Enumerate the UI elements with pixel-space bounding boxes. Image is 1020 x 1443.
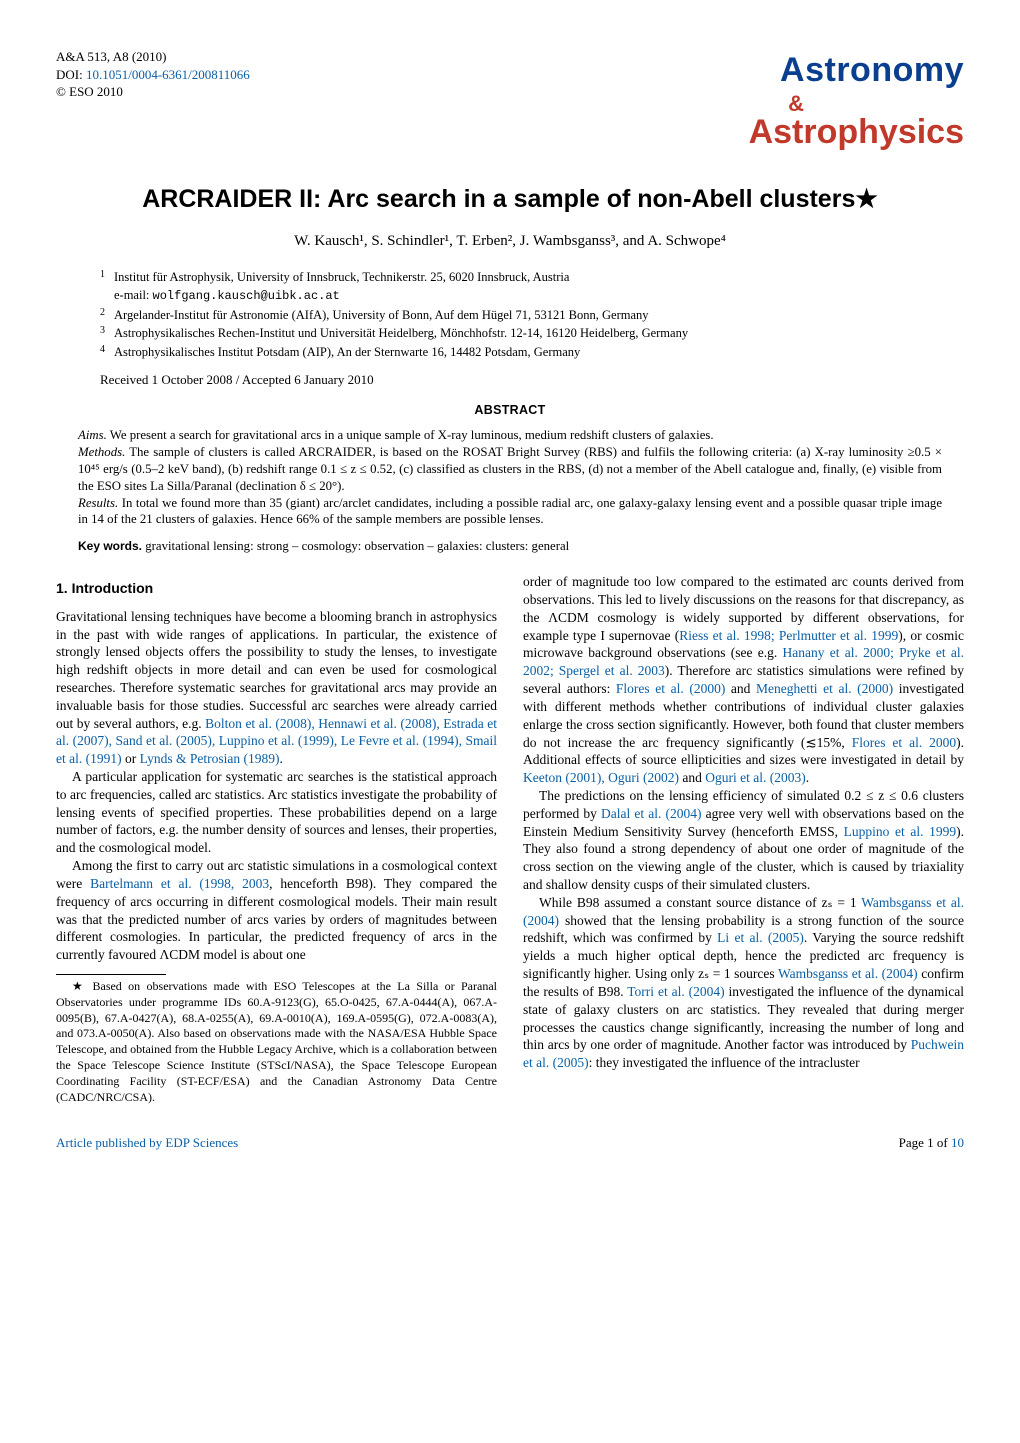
citation-link[interactable]: Riess et al. 1998; Perlmutter et al. 199… — [679, 628, 898, 643]
footer-right: Page 1 of 10 — [899, 1134, 964, 1151]
title-text: ARCRAIDER II: Arc search in a sample of … — [142, 185, 855, 213]
footnote-text: Based on observations made with ESO Tele… — [56, 979, 497, 1104]
citation-link[interactable]: Bartelmann et al. (1998, 2003 — [90, 876, 269, 891]
authors-line: W. Kausch¹, S. Schindler¹, T. Erben², J.… — [56, 232, 964, 252]
citation-link[interactable]: Lynds & Petrosian (1989) — [140, 751, 280, 766]
footer-row: Article published by EDP Sciences Page 1… — [56, 1134, 964, 1151]
header-row: A&A 513, A8 (2010) DOI: 10.1051/0004-636… — [56, 48, 964, 155]
affil-num: 1 — [100, 268, 114, 306]
author-email[interactable]: wolfgang.kausch@uibk.ac.at — [153, 289, 340, 303]
citation-link[interactable]: Keeton (2001), Oguri (2002) — [523, 770, 679, 785]
logo-astronomy: Astronomy — [749, 48, 964, 93]
affiliation-3: 3 Astrophysikalisches Rechen-Institut un… — [100, 324, 964, 343]
citation-link[interactable]: Li et al. (2005) — [717, 930, 804, 945]
intro-para-5: The predictions on the lensing efficienc… — [523, 787, 964, 894]
affil-num: 2 — [100, 306, 114, 325]
intro-para-6: While B98 assumed a constant source dist… — [523, 894, 964, 1072]
citation-link[interactable]: Dalal et al. (2004) — [601, 806, 702, 821]
footnote-rule — [56, 974, 166, 975]
abstract-block: Aims. We present a search for gravitatio… — [78, 427, 942, 528]
footnote-star-symbol: ★ — [72, 979, 86, 993]
doi-link[interactable]: 10.1051/0004-6361/200811066 — [86, 67, 250, 82]
keywords-label: Key words. — [78, 539, 142, 553]
affil-text: Astrophysikalisches Rechen-Institut und … — [114, 324, 964, 343]
intro-para-4: order of magnitude too low compared to t… — [523, 573, 964, 787]
citation-link[interactable]: Flores et al. (2000) — [616, 681, 725, 696]
footer-left: Article published by EDP Sciences — [56, 1134, 238, 1151]
intro-para-2: A particular application for systematic … — [56, 768, 497, 857]
citation-link[interactable]: Torri et al. (2004) — [627, 984, 724, 999]
affiliation-1: 1 Institut für Astrophysik, University o… — [100, 268, 964, 306]
intro-para-1: Gravitational lensing techniques have be… — [56, 608, 497, 768]
journal-logo: Astronomy & Astrophysics — [749, 48, 964, 155]
paper-title: ARCRAIDER II: Arc search in a sample of … — [56, 183, 964, 216]
affiliation-2: 2 Argelander-Institut für Astronomie (AI… — [100, 306, 964, 325]
body-columns: 1. Introduction Gravitational lensing te… — [56, 573, 964, 1105]
results-text: In total we found more than 35 (giant) a… — [78, 496, 942, 527]
affiliations-block: 1 Institut für Astrophysik, University o… — [100, 268, 964, 362]
journal-ref: A&A 513, A8 (2010) — [56, 48, 250, 66]
logo-astrophysics: Astrophysics — [749, 110, 964, 155]
citation-link[interactable]: Flores et al. 2000 — [852, 735, 956, 750]
aims-label: Aims. — [78, 428, 107, 442]
affil-num: 3 — [100, 324, 114, 343]
total-pages-link[interactable]: 10 — [951, 1135, 964, 1150]
intro-para-3: Among the first to carry out arc statist… — [56, 857, 497, 964]
received-accepted-dates: Received 1 October 2008 / Accepted 6 Jan… — [100, 371, 964, 388]
methods-label: Methods. — [78, 445, 125, 459]
citation-link[interactable]: Wambsganss et al. (2004) — [778, 966, 918, 981]
abstract-header: ABSTRACT — [56, 402, 964, 419]
citation-link[interactable]: Oguri et al. (2003) — [705, 770, 805, 785]
citation-link[interactable]: Luppino et al. 1999 — [844, 824, 957, 839]
citation-link[interactable]: Meneghetti et al. (2000) — [756, 681, 893, 696]
affil-text: Argelander-Institut für Astronomie (AIfA… — [114, 306, 964, 325]
page-label: Page 1 of — [899, 1135, 951, 1150]
methods-text: The sample of clusters is called ARCRAID… — [78, 445, 942, 493]
keywords-text: gravitational lensing: strong – cosmolog… — [142, 539, 569, 553]
aims-text: We present a search for gravitational ar… — [107, 428, 714, 442]
affil-text: Astrophysikalisches Institut Potsdam (AI… — [114, 343, 964, 362]
affil-text: Institut für Astrophysik, University of … — [114, 268, 964, 306]
keywords-line: Key words. gravitational lensing: strong… — [78, 538, 942, 555]
copyright: © ESO 2010 — [56, 83, 250, 101]
email-label: e-mail: — [114, 288, 153, 302]
doi-label: DOI: — [56, 67, 86, 82]
section-1-header: 1. Introduction — [56, 579, 497, 597]
affiliation-4: 4 Astrophysikalisches Institut Potsdam (… — [100, 343, 964, 362]
doi-line: DOI: 10.1051/0004-6361/200811066 — [56, 66, 250, 84]
affil-num: 4 — [100, 343, 114, 362]
footnote-star: ★ Based on observations made with ESO Te… — [56, 979, 497, 1106]
publisher-link[interactable]: Article published by EDP Sciences — [56, 1135, 238, 1150]
results-label: Results. — [78, 496, 118, 510]
journal-block: A&A 513, A8 (2010) DOI: 10.1051/0004-636… — [56, 48, 250, 101]
title-footnote-star: ★ — [855, 185, 877, 213]
